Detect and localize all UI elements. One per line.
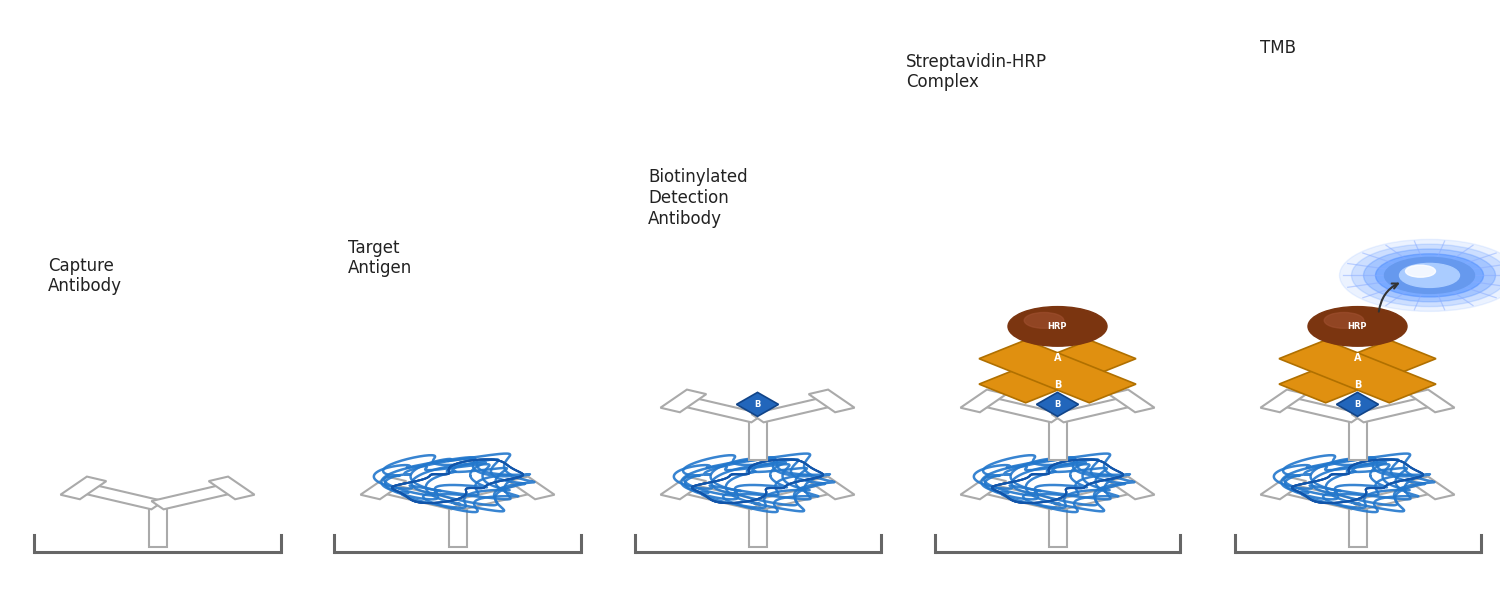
Polygon shape	[452, 484, 537, 509]
Circle shape	[1376, 254, 1484, 297]
Polygon shape	[1280, 340, 1436, 403]
Circle shape	[1024, 313, 1063, 328]
Polygon shape	[1052, 484, 1137, 509]
Polygon shape	[360, 476, 407, 499]
Text: B: B	[1054, 400, 1060, 409]
Polygon shape	[1348, 418, 1366, 460]
Text: B: B	[754, 400, 760, 409]
Text: B: B	[1354, 400, 1360, 409]
Polygon shape	[1260, 476, 1306, 499]
Text: HRP: HRP	[1047, 322, 1068, 331]
Polygon shape	[1052, 397, 1137, 422]
Polygon shape	[448, 505, 466, 547]
Text: Biotinylated
Detection
Antibody: Biotinylated Detection Antibody	[648, 168, 747, 228]
Polygon shape	[152, 484, 237, 509]
Text: Target
Antigen: Target Antigen	[348, 239, 412, 277]
Polygon shape	[378, 484, 464, 509]
Polygon shape	[960, 476, 1006, 499]
Polygon shape	[1336, 392, 1378, 416]
Polygon shape	[209, 476, 255, 499]
Polygon shape	[78, 484, 164, 509]
Polygon shape	[808, 389, 855, 412]
Polygon shape	[748, 505, 766, 547]
Text: Streptavidin-HRP
Complex: Streptavidin-HRP Complex	[906, 53, 1047, 91]
Polygon shape	[752, 484, 837, 509]
Polygon shape	[736, 392, 778, 416]
Polygon shape	[808, 476, 855, 499]
Polygon shape	[1036, 392, 1078, 416]
Text: Capture
Antibody: Capture Antibody	[48, 257, 122, 295]
Circle shape	[1308, 307, 1407, 346]
Text: B: B	[1354, 380, 1360, 389]
Polygon shape	[980, 340, 1136, 403]
Text: HRP: HRP	[1347, 322, 1368, 331]
Polygon shape	[1280, 340, 1436, 403]
Circle shape	[1384, 257, 1474, 293]
Polygon shape	[1348, 505, 1366, 547]
Polygon shape	[678, 397, 764, 422]
Circle shape	[1008, 307, 1107, 346]
Polygon shape	[748, 418, 766, 460]
Polygon shape	[980, 340, 1136, 403]
Polygon shape	[1108, 389, 1155, 412]
Circle shape	[1324, 313, 1364, 328]
Polygon shape	[1048, 505, 1066, 547]
Text: TMB: TMB	[1260, 39, 1296, 57]
Polygon shape	[1352, 484, 1437, 509]
Polygon shape	[960, 389, 1006, 412]
Circle shape	[1400, 263, 1460, 287]
Polygon shape	[1108, 476, 1155, 499]
Polygon shape	[1352, 397, 1437, 422]
Polygon shape	[978, 397, 1064, 422]
Circle shape	[1364, 249, 1496, 302]
Polygon shape	[1278, 397, 1364, 422]
Polygon shape	[752, 397, 837, 422]
Polygon shape	[1260, 389, 1306, 412]
Polygon shape	[660, 389, 706, 412]
Polygon shape	[60, 476, 106, 499]
Polygon shape	[1408, 476, 1455, 499]
Text: A: A	[1353, 353, 1362, 363]
Polygon shape	[978, 484, 1064, 509]
Polygon shape	[1278, 484, 1364, 509]
Polygon shape	[148, 505, 166, 547]
Polygon shape	[1408, 389, 1455, 412]
Polygon shape	[509, 476, 555, 499]
Circle shape	[1340, 239, 1500, 311]
Text: A: A	[1053, 353, 1062, 363]
Text: B: B	[1054, 380, 1060, 389]
Circle shape	[1352, 244, 1500, 307]
Polygon shape	[1048, 418, 1066, 460]
Polygon shape	[678, 484, 764, 509]
Polygon shape	[660, 476, 706, 499]
Circle shape	[1406, 265, 1435, 277]
